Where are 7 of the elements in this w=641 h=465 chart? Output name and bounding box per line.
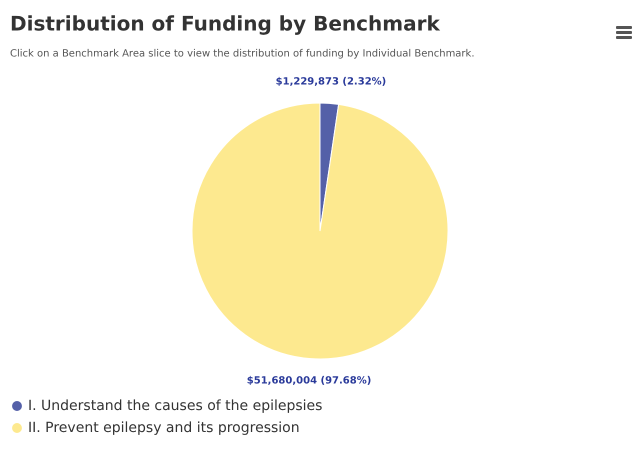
data-label: $1,229,873 (2.32%) [276, 76, 386, 88]
legend-label: II. Prevent epilepsy and its progression [28, 420, 300, 436]
pie-slice [192, 102, 448, 360]
chart-title: Distribution of Funding by Benchmark [10, 11, 440, 36]
legend-label: I. Understand the causes of the epilepsies [28, 398, 322, 414]
chart-subtitle: Click on a Benchmark Area slice to view the distribution of funding by Individual Benchmark. [10, 48, 475, 60]
data-label: $51,680,004 (97.68%) [246, 376, 372, 387]
